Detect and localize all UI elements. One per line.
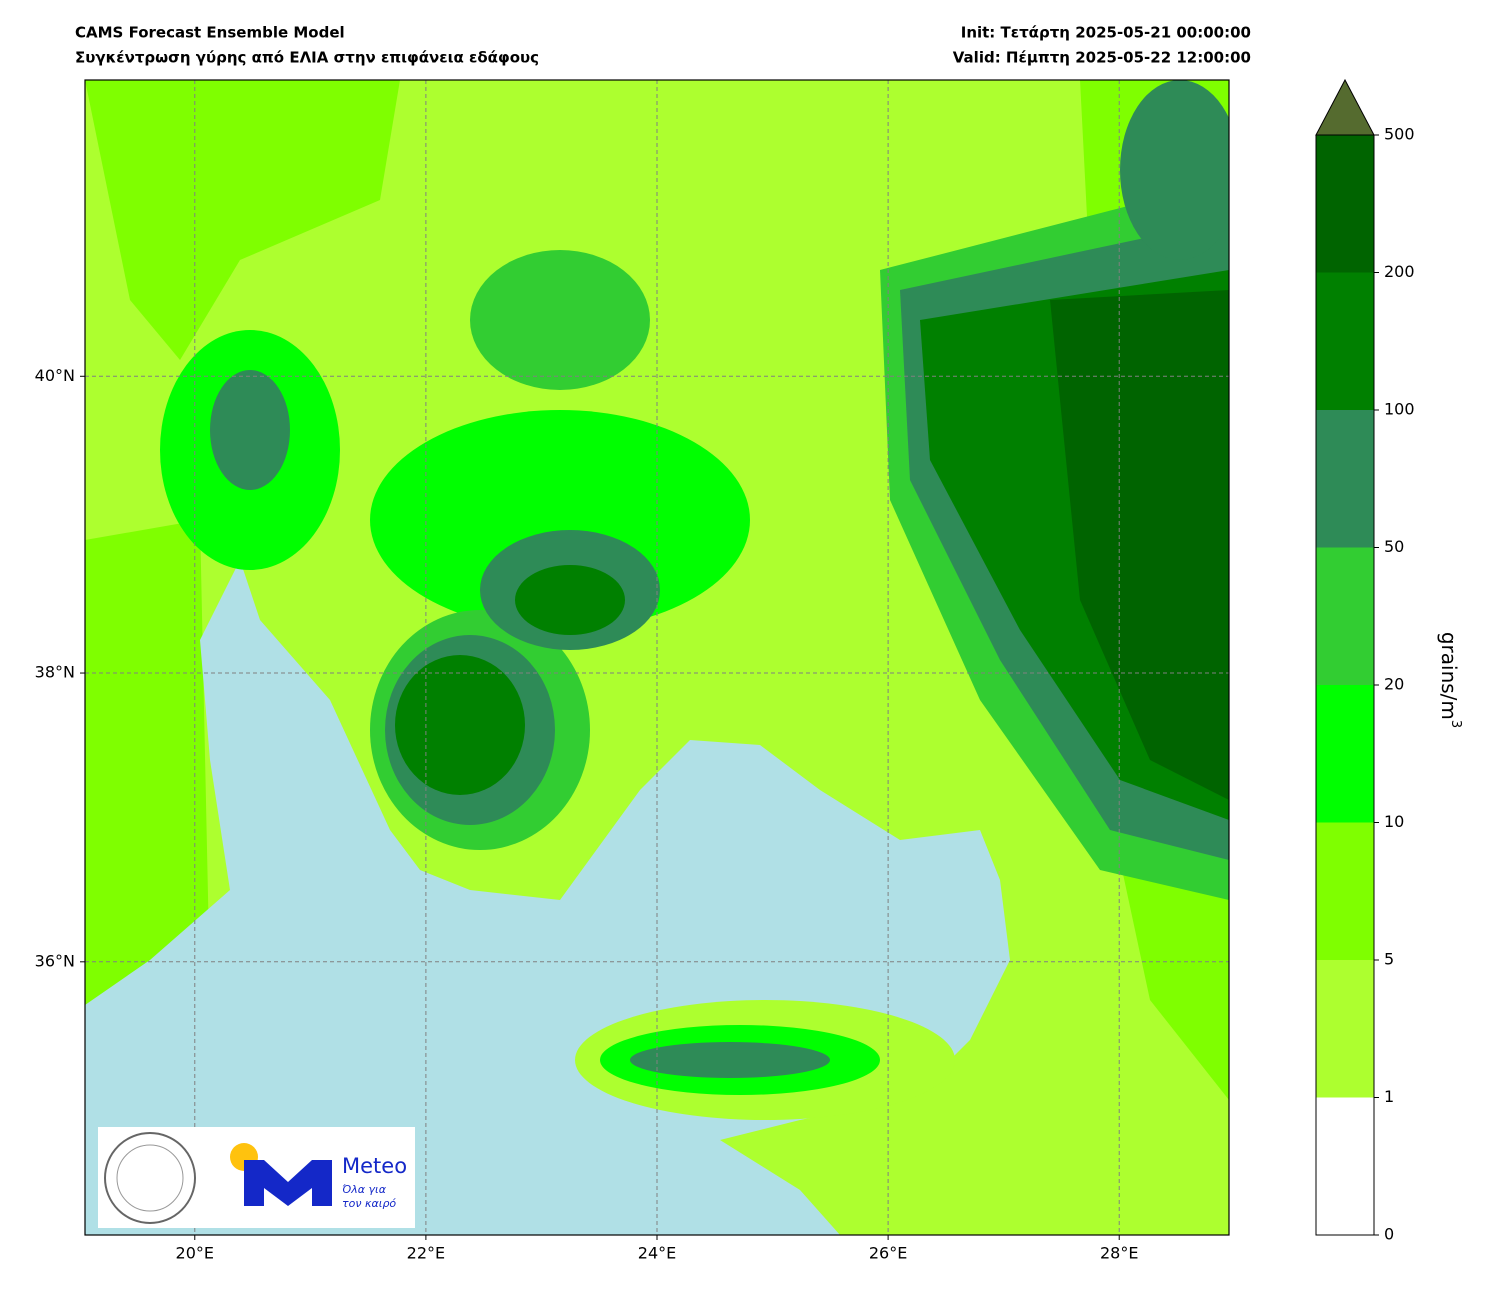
x-tick-label: 24°E (638, 1244, 676, 1263)
title-left-2: Συγκέντρωση γύρης από ΕΛΙΑ στην επιφάνει… (75, 49, 539, 67)
y-tick-label: 36°N (35, 951, 75, 970)
colorbar-segment (1316, 547, 1374, 685)
colorbar-tick-label: 1 (1384, 1087, 1394, 1106)
x-tick-label: 28°E (1100, 1244, 1138, 1263)
logo-slogan-2: τον καιρό (342, 1197, 396, 1210)
map-field (85, 80, 1229, 1235)
observatory-emblem-inner (116, 1144, 184, 1212)
title-left-1: CAMS Forecast Ensemble Model (75, 24, 345, 42)
field-patch (1050, 290, 1229, 800)
colorbar-segment (1316, 410, 1374, 548)
observatory-emblem (104, 1132, 196, 1224)
colorbar-label-text: grains/m (1438, 632, 1462, 720)
field-patch (1120, 80, 1229, 260)
colorbar-tick-label: 10 (1384, 812, 1404, 831)
colorbar-label-exponent: 3 (1449, 720, 1464, 728)
colorbar-segment (1316, 960, 1374, 1098)
colorbar-tick-label: 20 (1384, 675, 1404, 694)
field-patch (630, 1042, 830, 1078)
colorbar-tick-label: 5 (1384, 950, 1394, 969)
colorbar-tick-label: 50 (1384, 537, 1404, 556)
x-tick-label: 26°E (869, 1244, 907, 1263)
colorbar-segment (1316, 1097, 1374, 1235)
x-tick-label: 20°E (176, 1244, 214, 1263)
y-tick-label: 40°N (35, 366, 75, 385)
x-tick-label: 22°E (407, 1244, 445, 1263)
field-patch (210, 370, 290, 490)
colorbar-segment (1316, 272, 1374, 410)
title-right-2: Valid: Πέμπτη 2025-05-22 12:00:00 (953, 49, 1251, 67)
y-tick-label: 38°N (35, 663, 75, 682)
field-patch (395, 655, 525, 795)
colorbar-segment (1316, 135, 1374, 273)
colorbar-segment (1316, 822, 1374, 960)
logo-slogan-1: Όλα για (342, 1183, 387, 1196)
logo: Meteo Όλα για τον καιρό (98, 1127, 415, 1228)
field-patch (470, 250, 650, 390)
colorbar-tick-label: 200 (1384, 262, 1415, 281)
colorbar-tick-label: 500 (1384, 125, 1415, 144)
logo-brand: Meteo (342, 1154, 407, 1178)
colorbar-segment (1316, 685, 1374, 823)
field-patch (515, 565, 625, 635)
title-right-1: Init: Τετάρτη 2025-05-21 00:00:00 (961, 24, 1251, 42)
meteo-m (244, 1160, 332, 1206)
colorbar-tick-label: 100 (1384, 400, 1415, 419)
colorbar-tick-label: 0 (1384, 1225, 1394, 1244)
colorbar-extension (1315, 78, 1375, 136)
colorbar-label: grains/m3 (1438, 632, 1464, 728)
grid (85, 80, 1229, 1235)
field-patch (85, 80, 1229, 1100)
colorbar: 0 1 5 10 20 50 100 200 500 (1315, 78, 1415, 1244)
